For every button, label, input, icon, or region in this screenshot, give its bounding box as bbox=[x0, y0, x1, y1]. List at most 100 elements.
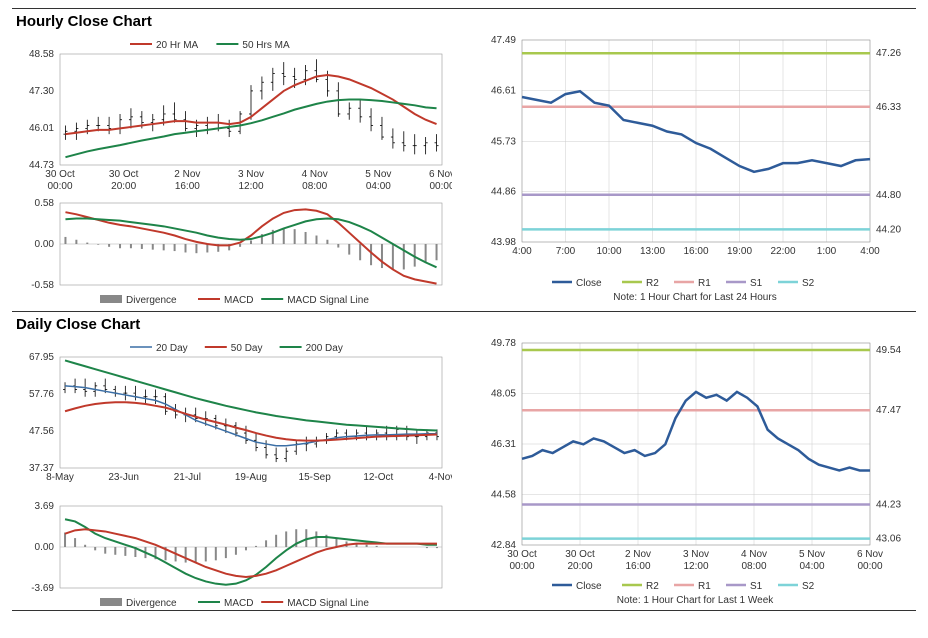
svg-text:19-Aug: 19-Aug bbox=[235, 472, 267, 483]
svg-text:46.01: 46.01 bbox=[29, 123, 54, 134]
svg-text:50 Day: 50 Day bbox=[231, 343, 263, 354]
svg-text:-0.58: -0.58 bbox=[31, 280, 54, 291]
hourly-price-chart: 44.7346.0147.3048.5830 Oct00:0030 Oct20:… bbox=[12, 32, 454, 197]
svg-text:08:00: 08:00 bbox=[302, 181, 327, 192]
svg-text:-3.69: -3.69 bbox=[31, 583, 54, 594]
svg-text:Divergence: Divergence bbox=[126, 295, 177, 306]
svg-text:20 Hr MA: 20 Hr MA bbox=[156, 40, 199, 51]
svg-text:20 Day: 20 Day bbox=[156, 343, 188, 354]
svg-text:43.06: 43.06 bbox=[876, 534, 901, 545]
svg-text:6 Nov: 6 Nov bbox=[857, 549, 883, 560]
svg-text:2 Nov: 2 Nov bbox=[174, 169, 200, 180]
svg-text:22:00: 22:00 bbox=[770, 246, 795, 257]
hourly-right-col: 43.9844.8645.7346.6147.494:007:0010:0013… bbox=[474, 32, 916, 307]
svg-text:2 Nov: 2 Nov bbox=[625, 549, 651, 560]
svg-text:R2: R2 bbox=[646, 581, 659, 592]
svg-text:0.00: 0.00 bbox=[35, 542, 55, 553]
svg-text:13:00: 13:00 bbox=[640, 246, 665, 257]
svg-text:4 Nov: 4 Nov bbox=[302, 169, 328, 180]
svg-text:MACD Signal Line: MACD Signal Line bbox=[287, 598, 369, 609]
svg-text:Divergence: Divergence bbox=[126, 598, 177, 609]
svg-text:00:00: 00:00 bbox=[509, 561, 534, 572]
svg-text:15-Sep: 15-Sep bbox=[299, 472, 332, 483]
svg-text:S1: S1 bbox=[750, 278, 763, 289]
svg-text:67.95: 67.95 bbox=[29, 352, 54, 363]
hourly-macd-chart: -0.58 0.00 0.58 Divergence MACD MACD Signal L… bbox=[12, 197, 454, 307]
svg-text:6 Nov: 6 Nov bbox=[429, 169, 452, 180]
svg-text:16:00: 16:00 bbox=[175, 181, 200, 192]
svg-text:21-Jul: 21-Jul bbox=[174, 472, 201, 483]
svg-text:12:00: 12:00 bbox=[238, 181, 263, 192]
svg-text:44.80: 44.80 bbox=[876, 190, 901, 201]
svg-text:44.20: 44.20 bbox=[876, 224, 901, 235]
svg-text:8-May: 8-May bbox=[46, 472, 74, 483]
svg-text:44.23: 44.23 bbox=[876, 500, 901, 511]
svg-text:08:00: 08:00 bbox=[741, 561, 766, 572]
svg-text:30 Oct: 30 Oct bbox=[45, 169, 75, 180]
svg-text:Close: Close bbox=[576, 581, 602, 592]
hourly-section: Hourly Close Chart 44.7346.0147.3048.583… bbox=[12, 8, 916, 307]
svg-text:23-Jun: 23-Jun bbox=[108, 472, 139, 483]
daily-sr-chart: 42.8444.5846.3148.0549.7830 Oct00:0030 O… bbox=[474, 335, 916, 593]
svg-text:44.86: 44.86 bbox=[491, 186, 516, 197]
svg-text:49.78: 49.78 bbox=[491, 338, 516, 349]
daily-price-chart: 37.3747.5657.7667.958-May23-Jun21-Jul19-… bbox=[12, 335, 454, 500]
svg-text:47.56: 47.56 bbox=[29, 426, 54, 437]
svg-text:48.58: 48.58 bbox=[29, 49, 54, 60]
svg-text:50 Hrs MA: 50 Hrs MA bbox=[242, 40, 290, 51]
svg-text:4:00: 4:00 bbox=[512, 246, 532, 257]
svg-text:44.58: 44.58 bbox=[491, 489, 516, 500]
svg-text:47.30: 47.30 bbox=[29, 86, 54, 97]
svg-text:3 Nov: 3 Nov bbox=[238, 169, 264, 180]
svg-text:12-Oct: 12-Oct bbox=[363, 472, 393, 483]
hourly-sr-chart: 43.9844.8645.7346.6147.494:007:0010:0013… bbox=[474, 32, 916, 290]
daily-macd-chart: -3.690.003.69DivergenceMACDMACD Signal L… bbox=[12, 500, 454, 610]
svg-text:00:00: 00:00 bbox=[857, 561, 882, 572]
svg-text:30 Oct: 30 Oct bbox=[507, 549, 537, 560]
daily-sr-note: Note: 1 Hour Chart for Last 1 Week bbox=[474, 595, 916, 606]
svg-text:5 Nov: 5 Nov bbox=[799, 549, 825, 560]
svg-text:46.31: 46.31 bbox=[491, 439, 516, 450]
svg-text:0.00: 0.00 bbox=[35, 239, 55, 250]
svg-text:16:00: 16:00 bbox=[683, 246, 708, 257]
svg-text:R1: R1 bbox=[698, 278, 711, 289]
svg-text:7:00: 7:00 bbox=[556, 246, 576, 257]
svg-text:MACD Signal Line: MACD Signal Line bbox=[287, 295, 369, 306]
svg-text:0.58: 0.58 bbox=[35, 198, 55, 209]
daily-title: Daily Close Chart bbox=[12, 312, 916, 335]
svg-text:20:00: 20:00 bbox=[111, 181, 136, 192]
svg-text:5 Nov: 5 Nov bbox=[365, 169, 391, 180]
svg-text:4-Nov: 4-Nov bbox=[429, 472, 452, 483]
svg-text:47.47: 47.47 bbox=[876, 405, 901, 416]
svg-text:57.76: 57.76 bbox=[29, 389, 54, 400]
hourly-sr-note: Note: 1 Hour Chart for Last 24 Hours bbox=[474, 292, 916, 303]
svg-text:4:00: 4:00 bbox=[860, 246, 880, 257]
svg-text:47.49: 47.49 bbox=[491, 35, 516, 46]
svg-text:19:00: 19:00 bbox=[727, 246, 752, 257]
svg-text:1:00: 1:00 bbox=[817, 246, 837, 257]
svg-text:47.26: 47.26 bbox=[876, 48, 901, 59]
svg-text:04:00: 04:00 bbox=[366, 181, 391, 192]
daily-right-col: 42.8444.5846.3148.0549.7830 Oct00:0030 O… bbox=[474, 335, 916, 610]
svg-text:10:00: 10:00 bbox=[596, 246, 621, 257]
svg-text:16:00: 16:00 bbox=[625, 561, 650, 572]
svg-text:S2: S2 bbox=[802, 278, 815, 289]
svg-text:46.33: 46.33 bbox=[876, 102, 901, 113]
svg-text:3 Nov: 3 Nov bbox=[683, 549, 709, 560]
svg-text:48.05: 48.05 bbox=[491, 388, 516, 399]
svg-text:45.73: 45.73 bbox=[491, 136, 516, 147]
svg-text:00:00: 00:00 bbox=[47, 181, 72, 192]
svg-text:200 Day: 200 Day bbox=[306, 343, 343, 354]
svg-text:12:00: 12:00 bbox=[683, 561, 708, 572]
svg-text:4 Nov: 4 Nov bbox=[741, 549, 767, 560]
svg-text:46.61: 46.61 bbox=[491, 86, 516, 97]
svg-text:04:00: 04:00 bbox=[799, 561, 824, 572]
svg-text:Close: Close bbox=[576, 278, 602, 289]
svg-text:00:00: 00:00 bbox=[429, 181, 452, 192]
svg-text:MACD: MACD bbox=[224, 295, 253, 306]
hourly-left-col: 44.7346.0147.3048.5830 Oct00:0030 Oct20:… bbox=[12, 32, 454, 307]
svg-text:30 Oct: 30 Oct bbox=[565, 549, 595, 560]
svg-text:20:00: 20:00 bbox=[567, 561, 592, 572]
svg-text:30 Oct: 30 Oct bbox=[109, 169, 139, 180]
svg-text:49.54: 49.54 bbox=[876, 345, 901, 356]
